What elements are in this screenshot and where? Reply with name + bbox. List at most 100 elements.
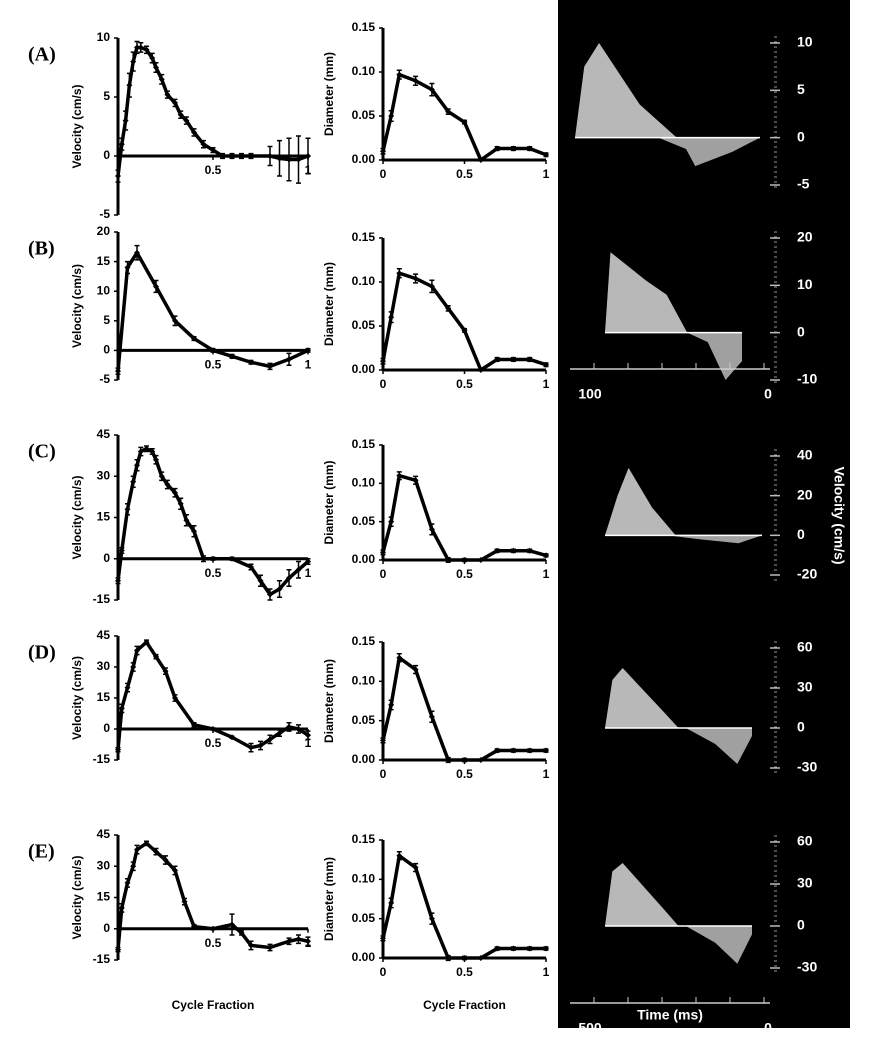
data-point	[153, 456, 159, 463]
y-axis-label: Velocity (cm/s)	[70, 264, 84, 348]
y-tick-label: 0.10	[352, 64, 376, 78]
data-point	[257, 742, 264, 749]
data-point	[124, 264, 131, 271]
data-point	[115, 173, 121, 180]
y-tick-label: 60	[797, 833, 813, 849]
x-tick-label: 500	[578, 1020, 602, 1036]
y-tick-label: -5	[99, 207, 110, 221]
data-point	[276, 586, 283, 592]
y-tick-label: 0.15	[352, 230, 376, 244]
y-tick-label: 20	[97, 224, 111, 238]
data-point	[380, 148, 386, 155]
data-point	[428, 86, 435, 93]
data-point	[494, 356, 501, 363]
data-point	[143, 639, 150, 646]
data-point	[248, 744, 254, 751]
data-point	[510, 547, 517, 554]
forward-flow	[605, 467, 676, 536]
data-point	[210, 347, 216, 354]
data-point	[229, 921, 235, 928]
x-tick-label: 1	[305, 736, 312, 750]
data-point	[412, 864, 419, 871]
x-axis-label: Cycle Fraction	[423, 998, 506, 1012]
data-point	[248, 564, 254, 570]
y-tick-label: 5	[797, 81, 805, 97]
data-point	[229, 353, 235, 360]
x-tick-label: 1	[543, 567, 550, 581]
y-tick-label: 45	[97, 628, 111, 642]
data-point	[461, 119, 468, 126]
data-point	[248, 359, 254, 366]
data-point	[396, 270, 403, 277]
data-point	[380, 935, 386, 942]
data-point	[526, 547, 533, 554]
y-tick-label: 0.05	[352, 318, 376, 332]
y-tick-label: 20	[797, 229, 813, 245]
y-tick-label: 0	[103, 551, 110, 565]
data-point	[510, 945, 517, 952]
data-point	[134, 249, 140, 256]
data-point	[461, 557, 468, 563]
panel-label: (B)	[28, 238, 55, 260]
data-point	[257, 577, 264, 584]
x-tick-label: 0	[764, 1020, 772, 1036]
y-tick-label: 45	[97, 427, 111, 441]
reverse-flow	[687, 332, 742, 380]
data-point	[124, 684, 131, 691]
y-tick-label: 15	[97, 690, 111, 704]
data-point	[305, 347, 311, 354]
y-tick-label: 0.05	[352, 108, 376, 122]
y-axis-label: Diameter (mm)	[322, 460, 336, 544]
y-tick-label: 10	[97, 30, 111, 44]
data-point	[118, 547, 125, 554]
y-tick-label: 0.00	[352, 152, 376, 166]
data-point	[445, 955, 452, 961]
data-line	[381, 72, 547, 162]
data-point	[210, 726, 216, 732]
data-point	[115, 368, 121, 375]
y-tick-label: 0.15	[352, 20, 376, 34]
panel-label: (C)	[28, 441, 56, 463]
panel-label: (D)	[28, 642, 56, 664]
y-tick-label: 0.00	[352, 552, 376, 566]
y-tick-label: 5	[103, 313, 110, 327]
y-tick-label: -5	[797, 176, 810, 192]
y-tick-label: -5	[99, 372, 110, 386]
data-point	[445, 757, 452, 763]
y-tick-label: 0.10	[352, 872, 376, 886]
data-point	[477, 757, 484, 763]
data-point	[388, 518, 395, 525]
data-point	[412, 275, 419, 282]
data-point	[445, 557, 452, 563]
data-point	[164, 91, 171, 98]
data-point	[134, 462, 140, 469]
data-point	[130, 863, 137, 870]
panel-label: (E)	[28, 841, 55, 863]
data-point	[191, 721, 197, 728]
data-line	[381, 271, 547, 372]
data-point	[543, 945, 549, 952]
y-tick-label: 30	[797, 875, 813, 891]
reverse-flow	[685, 728, 752, 764]
x-tick-label: 0.5	[456, 567, 473, 581]
y-tick-label: -30	[797, 759, 817, 775]
data-point	[153, 64, 159, 71]
x-tick-label: 0.5	[456, 965, 473, 979]
x-tick-label: 1	[305, 358, 312, 372]
data-point	[162, 668, 169, 675]
x-tick-label: 0.5	[456, 167, 473, 181]
data-point	[428, 283, 435, 290]
data-point	[526, 145, 533, 152]
data-point	[305, 938, 311, 945]
y-tick-label: 0	[797, 323, 805, 339]
data-point	[130, 478, 137, 485]
y-tick-label: 5	[103, 89, 110, 103]
data-point	[412, 666, 419, 673]
x-tick-label: 0	[380, 767, 387, 781]
x-tick-label: 0.5	[205, 163, 222, 177]
data-point	[183, 117, 190, 124]
y-tick-label: 0.05	[352, 713, 376, 727]
y-tick-label: 0.15	[352, 832, 376, 846]
x-tick-label: 0.5	[205, 936, 222, 950]
data-point	[115, 946, 121, 953]
